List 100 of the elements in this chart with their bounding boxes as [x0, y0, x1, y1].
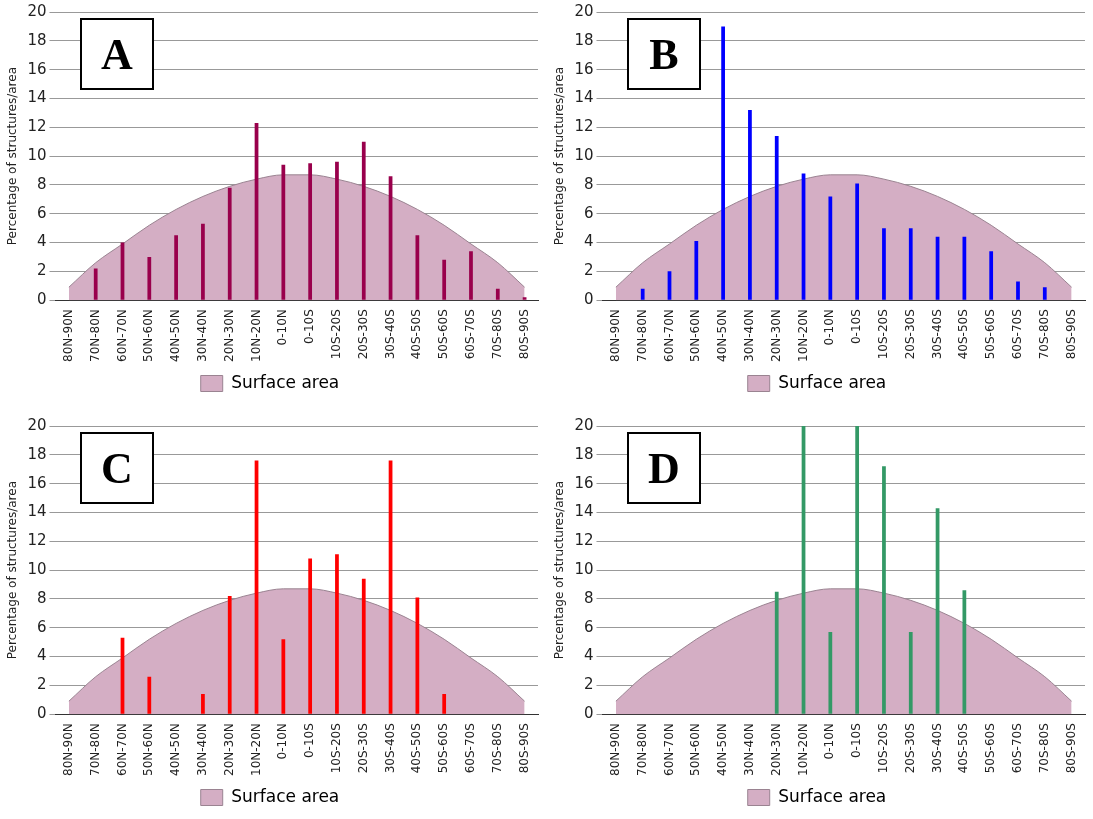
bar — [227, 187, 232, 300]
x-tick-label: 10S-20S — [876, 723, 891, 774]
y-tick-label: 18 — [27, 444, 47, 463]
x-tick-label: 70S-80S — [1036, 309, 1051, 360]
x-tick-label: 70N-80N — [87, 723, 102, 777]
y-tick-label: 8 — [36, 174, 47, 193]
bar — [415, 235, 420, 300]
y-tick-label: 8 — [583, 588, 594, 607]
y-tick-label: 16 — [27, 473, 47, 492]
y-tick-label: 14 — [27, 88, 47, 107]
y-tick-label: 20 — [574, 1, 594, 20]
y-tick-label: 10 — [574, 559, 594, 578]
chart-title: C — [80, 432, 154, 504]
y-tick-label: 6 — [36, 203, 47, 222]
y-tick-label: 4 — [36, 232, 47, 251]
x-tick-label: 30S-40S — [382, 309, 397, 360]
bar — [828, 196, 833, 300]
bar — [281, 639, 286, 714]
bar — [855, 426, 860, 714]
y-tick-label: 4 — [583, 232, 594, 251]
bar — [442, 694, 447, 714]
bar — [147, 676, 152, 714]
y-tick-label: 8 — [36, 588, 47, 607]
bar — [442, 259, 447, 300]
y-tick-label: 0 — [583, 704, 594, 723]
x-tick-label: 30S-40S — [929, 723, 944, 774]
bar — [415, 597, 420, 714]
y-tick-label: 0 — [36, 290, 47, 309]
x-tick-label: 0-10N — [275, 309, 290, 346]
y-tick-label: 6 — [583, 617, 594, 636]
y-tick-label: 18 — [574, 30, 594, 49]
y-tick-label: 20 — [27, 415, 47, 434]
x-tick-label: 80S-90S — [516, 309, 531, 360]
chart-title: D — [627, 432, 701, 504]
y-tick-label: 12 — [27, 117, 47, 136]
chart-title: B — [627, 18, 701, 90]
bar — [989, 251, 994, 300]
x-tick-label: 20S-30S — [355, 309, 370, 360]
x-tick-label: 40N-50N — [168, 309, 183, 363]
x-tick-label: 60N-70N — [661, 723, 676, 777]
bar — [361, 141, 366, 300]
x-tick-label: 0-10S — [302, 723, 317, 759]
x-tick-label: 10N-20N — [248, 723, 263, 777]
y-tick-label: 2 — [36, 261, 47, 280]
x-tick-label: 50S-60S — [436, 723, 451, 774]
x-tick-label: 40N-50N — [715, 723, 730, 777]
x-tick-label: 60N-70N — [661, 309, 676, 363]
y-axis-title: Percentage of structures/area — [552, 480, 567, 660]
x-tick-label: 30N-40N — [195, 309, 210, 363]
bar — [908, 632, 913, 714]
y-tick-label: 10 — [574, 145, 594, 164]
bar — [147, 256, 152, 300]
x-tick-label: 20S-30S — [902, 309, 917, 360]
y-tick-label: 14 — [574, 88, 594, 107]
bar — [882, 466, 886, 714]
x-tick-label: 30N-40N — [742, 309, 757, 363]
x-tick-label: 10S-20S — [329, 309, 344, 360]
x-tick-label: 80N-90N — [608, 309, 623, 363]
x-tick-label: 30N-40N — [742, 723, 757, 777]
bar — [174, 235, 178, 300]
y-tick-label: 16 — [574, 473, 594, 492]
x-tick-label: 10N-20N — [248, 309, 263, 363]
y-tick-label: 0 — [583, 290, 594, 309]
y-tick-label: 6 — [583, 203, 594, 222]
x-tick-label: 20S-30S — [355, 723, 370, 774]
x-tick-label: 20S-30S — [902, 723, 917, 774]
x-tick-label: 80S-90S — [516, 723, 531, 774]
bar — [93, 268, 98, 300]
y-tick-label: 10 — [27, 145, 47, 164]
x-tick-label: 80N-90N — [61, 309, 76, 363]
bar — [908, 228, 913, 300]
y-tick-label: 20 — [574, 415, 594, 434]
x-tick-label: 50N-60N — [141, 309, 156, 363]
x-tick-label: 60S-70S — [1010, 309, 1025, 360]
x-tick-label: 60N-70N — [114, 309, 129, 363]
y-axis-title: Percentage of structures/area — [552, 66, 567, 246]
x-tick-label: 50S-60S — [983, 309, 998, 360]
bar — [721, 26, 725, 300]
y-tick-label: 2 — [583, 261, 594, 280]
chart-title: A — [80, 18, 154, 90]
x-tick-label: 0-10S — [302, 309, 317, 345]
x-tick-label: 40S-50S — [956, 309, 971, 360]
x-tick-label: 60S-70S — [463, 309, 478, 360]
x-tick-label: 10S-20S — [329, 723, 344, 774]
y-tick-label: 12 — [27, 531, 47, 550]
bar — [774, 591, 779, 714]
x-tick-label: 70N-80N — [634, 309, 649, 363]
x-tick-label: 70S-80S — [1036, 723, 1051, 774]
bar — [882, 228, 886, 300]
x-tick-label: 60S-70S — [1010, 723, 1025, 774]
x-tick-label: 40S-50S — [409, 309, 424, 360]
x-tick-label: 0-10N — [822, 309, 837, 346]
x-tick-label: 0-10N — [822, 723, 837, 760]
x-tick-label: 70S-80S — [489, 309, 504, 360]
x-tick-label: 10N-20N — [795, 309, 810, 363]
x-tick-label: 50N-60N — [688, 723, 703, 777]
x-tick-label: 20N-30N — [221, 309, 236, 363]
bar — [227, 596, 232, 714]
y-tick-label: 18 — [27, 30, 47, 49]
bar — [1042, 287, 1047, 300]
